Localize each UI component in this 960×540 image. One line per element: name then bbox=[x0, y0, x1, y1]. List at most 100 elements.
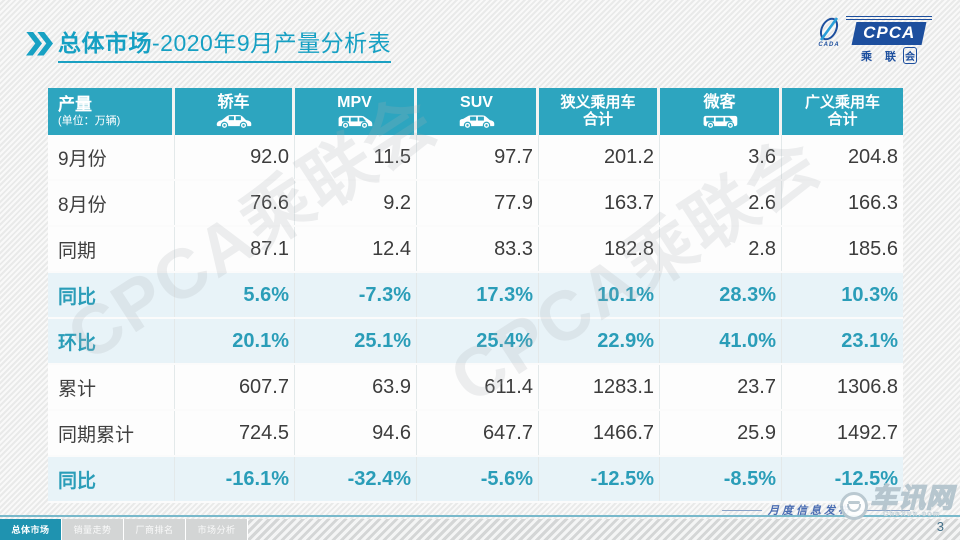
mpv-icon bbox=[336, 112, 374, 129]
table-cell: 25.1% bbox=[295, 319, 417, 363]
slide-title-block: 总体市场-2020年9月产量分析表 bbox=[26, 24, 392, 63]
table-cell: 41.0% bbox=[660, 319, 782, 363]
table-cell: 22.9% bbox=[539, 319, 660, 363]
table-cell: 25.4% bbox=[417, 319, 539, 363]
table-cell: 9.2 bbox=[295, 181, 417, 225]
header-col-label2: 合计 bbox=[582, 110, 613, 128]
header-col-label: 轿车 bbox=[217, 93, 250, 111]
cpca-text: CPCA bbox=[863, 23, 916, 42]
table-row: 环比 20.1% 25.1% 25.4% 22.9% 41.0% 23.1% bbox=[48, 319, 903, 365]
table-cell: 76.6 bbox=[175, 181, 295, 225]
table-row: 累计 607.7 63.9 611.4 1283.1 23.7 1306.8 bbox=[48, 365, 903, 411]
table-cell: 77.9 bbox=[417, 181, 539, 225]
table-cell: -8.5% bbox=[660, 457, 782, 501]
chexun-logo: 车讯网 CheXun.com bbox=[840, 484, 954, 520]
header-col-label: 广义乘用车 bbox=[804, 94, 880, 111]
table-cell: 1306.8 bbox=[836, 375, 898, 398]
row-label: 同比 bbox=[48, 273, 175, 317]
table-cell: 11.5 bbox=[295, 135, 417, 179]
cpca-logo-mark: CADA bbox=[816, 16, 842, 48]
table-cell: 92.0 bbox=[175, 135, 295, 179]
cpca-chinese-label: 乘 联 会 bbox=[861, 47, 918, 64]
cpca-logo: CADA CPCA 乘 联 会 bbox=[816, 16, 932, 64]
table-row: 同期 87.1 12.4 83.3 182.8 2.8 185.6 bbox=[48, 227, 903, 273]
table-cell: 10.3% bbox=[841, 283, 898, 306]
cpca-cn-boxed-char: 会 bbox=[903, 47, 918, 64]
table-cell: -12.5% bbox=[539, 457, 660, 501]
table-cell: 182.8 bbox=[539, 227, 660, 271]
table-cell: 201.2 bbox=[539, 135, 660, 179]
table-header-row: 产量 (单位：万辆) 轿车 MPV SUV 狭义乘用车 合计 微客 广义乘用车 合计 bbox=[48, 88, 903, 135]
table-cell: 724.5 bbox=[175, 411, 295, 455]
page-title-rest: -2020年9月产量分析表 bbox=[152, 30, 392, 56]
table-row: 同比 -16.1% -32.4% -5.6% -12.5% -8.5% -12.5% bbox=[48, 457, 903, 503]
header-cell: 微客 bbox=[660, 88, 782, 135]
table-row: 8月份 76.6 9.2 77.9 163.7 2.6 166.3 bbox=[48, 181, 903, 227]
header-label-cell: 产量 (单位：万辆) bbox=[48, 88, 175, 135]
table-row: 同期累计 724.5 94.6 647.7 1466.7 25.9 1492.7 bbox=[48, 411, 903, 457]
section-tab-strip: 总体市场 销量走势 厂商排名 市场分析 bbox=[0, 519, 960, 540]
table-cell: -7.3% bbox=[295, 273, 417, 317]
logo-stripes bbox=[846, 16, 932, 21]
table-cell: 23.7 bbox=[660, 365, 782, 409]
footer-tab-销量走势[interactable]: 销量走势 bbox=[62, 519, 124, 540]
table-cell: 204.8 bbox=[847, 145, 898, 168]
header-unit: (单位：万辆) bbox=[58, 115, 121, 128]
header-cell: 狭义乘用车 合计 bbox=[539, 88, 660, 135]
table-cell: 23.1% bbox=[841, 329, 898, 352]
table-cell: 17.3% bbox=[417, 273, 539, 317]
table-cell: 87.1 bbox=[175, 227, 295, 271]
table-cell: 83.3 bbox=[417, 227, 539, 271]
table-cell: 1466.7 bbox=[539, 411, 660, 455]
table-cell: 25.9 bbox=[660, 411, 782, 455]
row-label: 同比 bbox=[48, 457, 175, 501]
table-cell: 163.7 bbox=[539, 181, 660, 225]
table-cell: 94.6 bbox=[295, 411, 417, 455]
header-cell: 轿车 bbox=[175, 88, 295, 135]
table-cell: 607.7 bbox=[175, 365, 295, 409]
page-number: 3 bbox=[936, 519, 944, 534]
chexun-domain: CheXun.com bbox=[883, 511, 941, 519]
footer-tab-总体市场[interactable]: 总体市场 bbox=[0, 519, 62, 540]
van-icon bbox=[701, 112, 739, 129]
table-cell: 63.9 bbox=[295, 365, 417, 409]
table-cell: 185.6 bbox=[847, 237, 898, 260]
page-title-section: 总体市场 bbox=[58, 30, 152, 56]
table-cell: 166.3 bbox=[847, 191, 898, 214]
table-cell: 97.7 bbox=[417, 135, 539, 179]
row-label: 8月份 bbox=[48, 181, 175, 225]
release-note: 月度信息发布 bbox=[722, 502, 910, 518]
chexun-face-icon bbox=[840, 492, 868, 520]
row-label: 同期累计 bbox=[48, 411, 175, 455]
table-cell: 2.8 bbox=[660, 227, 782, 271]
table-body: 9月份 92.0 11.5 97.7 201.2 3.6 204.8 8月份 76.6 9.2 77… bbox=[48, 135, 903, 503]
table-cell: 10.1% bbox=[539, 273, 660, 317]
row-label: 同期 bbox=[48, 227, 175, 271]
table-cell: 647.7 bbox=[417, 411, 539, 455]
header-col-label: MPV bbox=[337, 93, 372, 111]
table-row: 同比 5.6% -7.3% 17.3% 10.1% 28.3% 10.3% bbox=[48, 273, 903, 319]
table-cell: 20.1% bbox=[175, 319, 295, 363]
footer-tab-市场分析[interactable]: 市场分析 bbox=[186, 519, 248, 540]
production-table: 产量 (单位：万辆) 轿车 MPV SUV 狭义乘用车 合计 微客 广义乘用车 合计 9月份 9… bbox=[48, 88, 903, 503]
header-cell: 广义乘用车 合计 bbox=[782, 88, 903, 135]
header-label: 产量 bbox=[58, 94, 92, 114]
footer-tab-厂商排名[interactable]: 厂商排名 bbox=[124, 519, 186, 540]
table-cell: 1492.7 bbox=[836, 421, 898, 444]
header-col-label: 狭义乘用车 bbox=[560, 94, 636, 111]
table-cell: -5.6% bbox=[417, 457, 539, 501]
cpca-swoosh-icon bbox=[819, 17, 839, 41]
row-label: 累计 bbox=[48, 365, 175, 409]
footer-divider-line bbox=[0, 515, 960, 517]
table-row: 9月份 92.0 11.5 97.7 201.2 3.6 204.8 bbox=[48, 135, 903, 181]
header-cell: SUV bbox=[417, 88, 539, 135]
cada-label: CADA bbox=[818, 42, 840, 48]
table-cell: 5.6% bbox=[175, 273, 295, 317]
table-cell: -12.5% bbox=[834, 467, 898, 490]
sedan-icon bbox=[215, 112, 253, 129]
row-label: 9月份 bbox=[48, 135, 175, 179]
row-label: 环比 bbox=[48, 319, 175, 363]
double-chevron-icon bbox=[26, 31, 53, 56]
table-cell: -32.4% bbox=[295, 457, 417, 501]
header-col-label2: 合计 bbox=[827, 110, 858, 128]
